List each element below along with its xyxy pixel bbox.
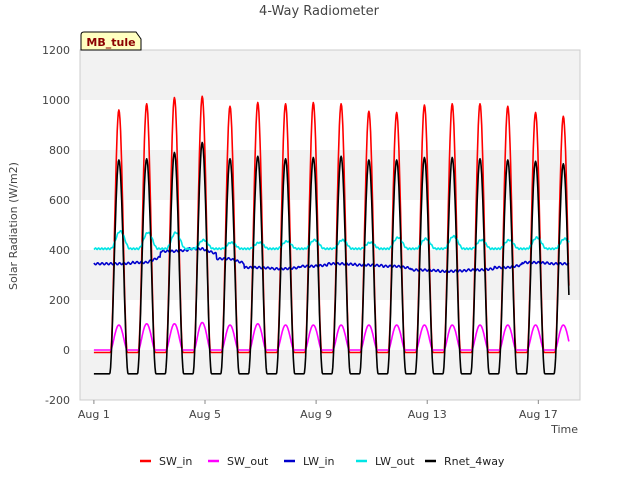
- x-axis-label: Time: [550, 423, 578, 436]
- x-tick-label: Aug 9: [300, 408, 332, 421]
- x-axis-ticks: Aug 1 Aug 5 Aug 9 Aug 13 Aug 17: [78, 400, 558, 421]
- y-tick-label: 400: [49, 244, 70, 257]
- x-tick-label: Aug 5: [189, 408, 221, 421]
- legend-label: SW_in: [159, 455, 192, 468]
- y-tick-label: 0: [63, 344, 70, 357]
- x-tick-label: Aug 17: [519, 408, 558, 421]
- x-tick-label: Aug 1: [78, 408, 110, 421]
- y-tick-label: -200: [45, 394, 70, 407]
- series-line-rnet-4way: [93, 141, 570, 375]
- site-label: MB_tule: [86, 36, 135, 49]
- legend-label: Rnet_4way: [444, 455, 505, 468]
- series-line-lw-out: [93, 229, 570, 251]
- grid-band: [80, 200, 580, 250]
- series-layer: [93, 95, 570, 375]
- legend: SW_in SW_out LW_in LW_out Rnet_4way: [140, 455, 505, 468]
- grid-bands: [80, 50, 580, 400]
- series-line-lw-in: [93, 247, 570, 273]
- grid-band: [80, 100, 580, 150]
- site-label-box: MB_tule: [80, 31, 142, 51]
- legend-label: SW_out: [227, 455, 269, 468]
- plot-frame: [79, 49, 581, 401]
- grid-band: [80, 300, 580, 350]
- y-tick-label: 600: [49, 194, 70, 207]
- series-line-sw-out: [93, 321, 570, 351]
- chart-title: 4-Way Radiometer: [259, 4, 380, 19]
- series-line-sw-in: [93, 95, 570, 354]
- y-tick-label: 1200: [42, 44, 70, 57]
- y-axis-label: Solar Radiation (W/m2): [7, 162, 20, 290]
- x-tick-label: Aug 13: [408, 408, 447, 421]
- legend-label: LW_in: [303, 455, 335, 468]
- y-tick-label: 800: [49, 144, 70, 157]
- grid-band: [80, 150, 580, 200]
- y-axis-ticks: -200 0 200 400 600 800 1000 1200: [42, 44, 70, 407]
- legend-label: LW_out: [375, 455, 415, 468]
- y-tick-label: 1000: [42, 94, 70, 107]
- y-tick-label: 200: [49, 294, 70, 307]
- grid-band: [80, 250, 580, 300]
- grid-band: [80, 350, 580, 400]
- grid-band: [80, 50, 580, 100]
